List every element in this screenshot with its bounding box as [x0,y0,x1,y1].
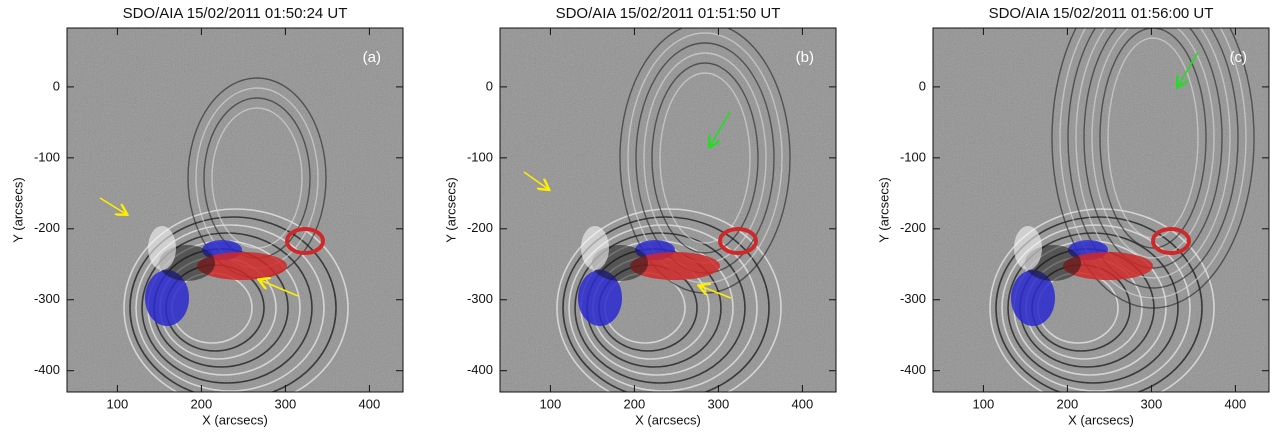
x-tick-label: 300 [1141,396,1163,411]
y-tick-label: 0 [53,78,60,93]
x-tick-label: 200 [1057,396,1079,411]
arrow [260,280,299,297]
y-tick-label: -300 [34,291,60,306]
panel-label: (b) [796,49,814,66]
chart-title: SDO/AIA 15/02/2011 01:56:00 UT [989,5,1214,22]
y-tick-label: -200 [467,220,493,235]
loop [1059,28,1247,299]
loop [1051,28,1255,309]
x-tick-label: 300 [275,396,297,411]
positive-polarity [197,252,287,280]
loop [1067,28,1239,289]
y-tick-label: -100 [34,149,60,164]
loop [211,107,303,249]
loop [1001,224,1191,392]
y-tick-label: -400 [34,362,60,377]
image [500,28,836,392]
core [1014,226,1042,270]
panel: 100 200 300 400 0 -100 -200 -300 -400 SDO/AIA 15/… [443,5,837,427]
negative-polarity [578,270,622,326]
y-axis-label: Y (arcsecs) [10,177,25,243]
loop [574,232,746,384]
x-axis-label: X (arcsecs) [1068,412,1134,427]
y-tick-label: 0 [919,78,926,93]
y-tick-label: -200 [900,220,926,235]
positive-polarity [718,227,758,255]
x-axis-label: X (arcsecs) [635,412,701,427]
loop [989,208,1215,392]
x-tick-label: 100 [540,396,562,411]
panel-label: (a) [363,49,381,66]
x-tick-label: 400 [792,396,814,411]
y-tick-label: -400 [467,362,493,377]
loop [1075,28,1231,279]
y-tick-label: -100 [900,149,926,164]
y-axis-label: Y (arcsecs) [876,177,891,243]
loop [1083,28,1223,269]
y-tick-label: -300 [900,291,926,306]
x-tick-label: 200 [191,396,213,411]
negative-polarity [145,270,189,326]
loop [135,224,325,392]
y-tick-label: -200 [34,220,60,235]
loop [568,224,758,392]
y-axis-label: Y (arcsecs) [443,177,458,243]
arrow [700,286,732,299]
negative-polarity [1011,270,1055,326]
chart-title: SDO/AIA 15/02/2011 01:50:24 UT [123,5,348,22]
positive-polarity [285,227,325,255]
x-tick-label: 100 [107,396,129,411]
frame [932,27,1270,393]
panel-label: (c) [1230,49,1248,66]
loop [141,232,313,384]
image [67,28,403,392]
x-tick-label: 100 [973,396,995,411]
loop [1091,28,1215,259]
core [148,226,176,270]
loop [995,216,1203,392]
loop [651,62,759,254]
chart-title: SDO/AIA 15/02/2011 01:51:50 UT [556,5,781,22]
positive-polarity [1063,252,1153,280]
frame [66,27,404,393]
y-tick-label: -300 [467,291,493,306]
loop [123,208,349,392]
x-axis-label: X (arcsecs) [202,412,268,427]
image [933,28,1269,392]
positive-polarity [630,252,720,280]
panel: 100 200 300 400 0 -100 -200 -300 -400 SDO/AIA 15/… [10,5,404,427]
loop [659,72,751,244]
core [581,226,609,270]
x-tick-label: 400 [359,396,381,411]
frame [499,27,837,393]
x-tick-label: 300 [708,396,730,411]
positive-polarity [1151,227,1191,255]
y-tick-label: 0 [486,78,493,93]
loop [129,216,337,392]
arrow [710,111,731,146]
y-tick-label: -100 [467,149,493,164]
y-tick-label: -400 [900,362,926,377]
loop [562,216,770,392]
loop [1007,232,1179,384]
arrow [523,171,548,189]
arrow [1178,51,1199,86]
image-noise [933,28,1269,392]
arrow [99,197,126,214]
loop [1099,28,1207,249]
x-tick-label: 400 [1225,396,1247,411]
x-tick-label: 200 [624,396,646,411]
panel: 100 200 300 400 0 -100 -200 -300 -400 SDO/AIA 15/… [876,5,1270,427]
